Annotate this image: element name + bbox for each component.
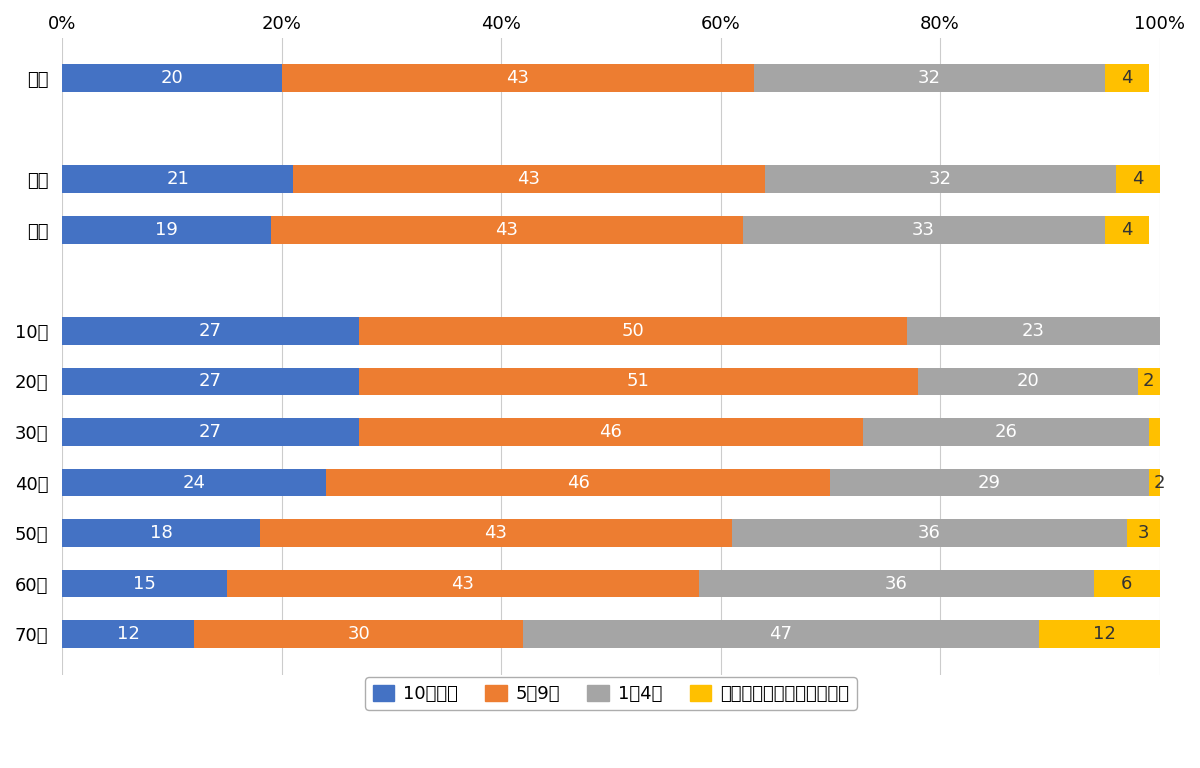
Text: 20: 20 — [161, 69, 184, 88]
Text: 46: 46 — [600, 423, 623, 441]
Text: 43: 43 — [485, 524, 508, 542]
Text: 43: 43 — [506, 69, 529, 88]
Bar — [1039, 621, 1170, 648]
Bar — [830, 468, 1148, 496]
Text: 12: 12 — [1093, 625, 1116, 643]
Text: 4: 4 — [1121, 69, 1133, 88]
Text: 26: 26 — [995, 423, 1018, 441]
Text: 36: 36 — [918, 524, 941, 542]
Bar — [282, 65, 754, 92]
Text: 19: 19 — [155, 221, 178, 239]
Text: 50: 50 — [622, 322, 644, 340]
Text: 43: 43 — [451, 574, 474, 593]
Text: 43: 43 — [496, 221, 518, 239]
Bar — [359, 317, 907, 345]
Text: 21: 21 — [166, 170, 190, 188]
Bar — [764, 165, 1116, 194]
Bar — [62, 418, 359, 446]
Bar — [293, 165, 764, 194]
Text: 27: 27 — [199, 423, 222, 441]
Text: 43: 43 — [517, 170, 540, 188]
Text: 47: 47 — [769, 625, 792, 643]
Bar — [1116, 165, 1159, 194]
Bar — [271, 216, 743, 243]
Text: 32: 32 — [929, 170, 952, 188]
Text: 36: 36 — [884, 574, 907, 593]
Bar — [194, 621, 523, 648]
Text: 3: 3 — [1138, 524, 1148, 542]
Bar — [62, 216, 271, 243]
Bar — [325, 468, 830, 496]
Text: 15: 15 — [133, 574, 156, 593]
Text: 27: 27 — [199, 322, 222, 340]
Bar — [1148, 418, 1159, 446]
Bar — [62, 317, 359, 345]
Bar — [62, 65, 282, 92]
Legend: 10個以上, 5〜9個, 1〜4個, 日常的に使うアプリはない: 10個以上, 5〜9個, 1〜4個, 日常的に使うアプリはない — [365, 677, 857, 710]
Bar — [227, 570, 698, 598]
Text: 2: 2 — [1142, 372, 1154, 390]
Bar — [62, 570, 227, 598]
Bar — [62, 621, 194, 648]
Text: 4: 4 — [1121, 221, 1133, 239]
Bar — [523, 621, 1039, 648]
Bar — [732, 519, 1127, 547]
Bar — [1138, 368, 1159, 396]
Text: 29: 29 — [978, 474, 1001, 492]
Bar — [62, 368, 359, 396]
Bar — [1148, 468, 1170, 496]
Text: 46: 46 — [566, 474, 589, 492]
Text: 51: 51 — [626, 372, 650, 390]
Text: 6: 6 — [1121, 574, 1133, 593]
Text: 4: 4 — [1132, 170, 1144, 188]
Text: 27: 27 — [199, 372, 222, 390]
Bar — [1093, 570, 1159, 598]
Bar — [62, 468, 325, 496]
Bar — [754, 65, 1105, 92]
Text: 33: 33 — [912, 221, 935, 239]
Text: 32: 32 — [918, 69, 941, 88]
Bar — [1105, 65, 1148, 92]
Bar — [359, 368, 918, 396]
Text: 2: 2 — [1153, 474, 1165, 492]
Bar — [1105, 216, 1148, 243]
Bar — [260, 519, 732, 547]
Bar — [359, 418, 863, 446]
Text: 18: 18 — [150, 524, 173, 542]
Bar — [62, 165, 293, 194]
Bar — [918, 368, 1138, 396]
Text: 30: 30 — [347, 625, 370, 643]
Text: 23: 23 — [1022, 322, 1045, 340]
Bar — [907, 317, 1159, 345]
Bar — [62, 519, 260, 547]
Text: 24: 24 — [182, 474, 205, 492]
Bar — [1127, 519, 1159, 547]
Bar — [743, 216, 1105, 243]
Bar — [863, 418, 1148, 446]
Bar — [698, 570, 1093, 598]
Text: 12: 12 — [116, 625, 139, 643]
Text: 20: 20 — [1016, 372, 1039, 390]
